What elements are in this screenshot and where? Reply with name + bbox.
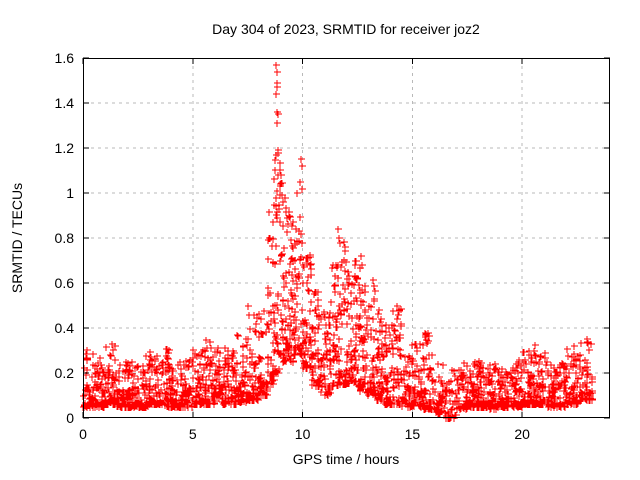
y-tick-label: 1.2 [55,140,75,156]
y-tick-label: 1.4 [55,95,75,111]
x-tick-label: 20 [514,426,530,442]
scatter-points [80,62,596,422]
x-tick-label: 5 [189,426,197,442]
y-tick-label: 0.8 [55,230,75,246]
y-tick-label: 1.6 [55,50,75,66]
scatter-points-path [80,62,596,422]
y-axis-label: SRMTID / TECUs [9,183,25,293]
y-tick-label: 0 [66,410,74,426]
y-tick-label: 0.2 [55,365,75,381]
x-tick-label: 10 [295,426,311,442]
x-tick-label: 15 [405,426,421,442]
y-tick-label: 0.6 [55,275,75,291]
x-tick-label: 0 [79,426,87,442]
x-axis-label: GPS time / hours [293,451,400,467]
plot-frame [82,57,610,419]
y-tick-label: 1 [66,185,74,201]
chart-title: Day 304 of 2023, SRMTID for receiver joz… [212,21,480,37]
tick-labels: 0 0.2 0.4 0.6 0.8 1 1.2 1.4 1.6 0 5 10 15 20 [55,50,531,442]
y-tick-label: 0.4 [55,320,75,336]
